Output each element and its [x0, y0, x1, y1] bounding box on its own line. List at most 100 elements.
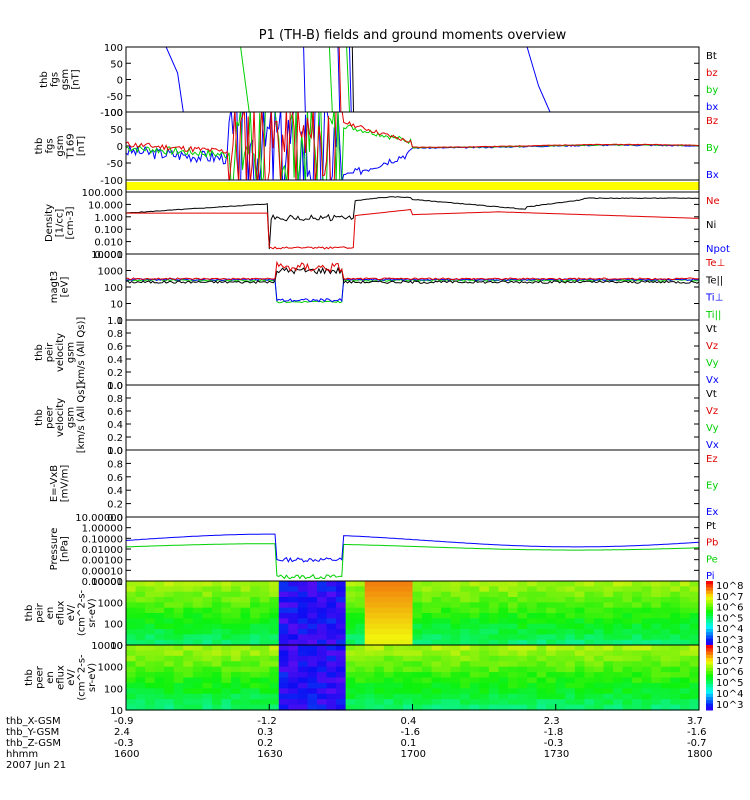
spec-cell [632, 655, 643, 662]
spec-cell [593, 666, 605, 673]
legend-Vz: Vz [706, 341, 718, 352]
spec-cell [641, 693, 652, 700]
ylabel-line: gsm [66, 407, 77, 428]
spec-cell [326, 699, 337, 706]
spec-cell [173, 650, 184, 657]
spec-cell [164, 618, 175, 625]
spec-cell [603, 602, 614, 609]
spec-cell [402, 682, 414, 689]
spec-cell [336, 704, 347, 711]
spec-cell [145, 661, 156, 668]
spec-cell [469, 586, 480, 593]
spec-cell [183, 629, 194, 635]
spec-cell [183, 682, 194, 689]
spec-cell [173, 661, 184, 668]
spec-cell [651, 613, 662, 619]
spec-cell [584, 699, 595, 706]
ytick-label: 0.0 [107, 381, 123, 392]
spec-cell [565, 677, 576, 684]
spec-cell [679, 639, 691, 646]
spec-cell [269, 661, 280, 668]
ytick-label: 0.8 [107, 394, 123, 405]
spec-cell [192, 666, 203, 673]
spec-cell [613, 597, 624, 603]
spec-cell [479, 602, 490, 609]
spec-cell [336, 602, 347, 609]
spec-cell [383, 650, 394, 657]
spec-cell [393, 581, 404, 587]
spec-cell [460, 597, 471, 603]
spec-cell [660, 650, 671, 657]
spec-cell [126, 693, 137, 700]
spec-cell [383, 677, 394, 684]
spec-cell [202, 666, 213, 673]
spec-cell [565, 634, 576, 641]
spec-cell [651, 634, 662, 641]
spec-cell [317, 602, 328, 609]
spec-cell [374, 661, 385, 668]
spec-cell [679, 704, 691, 711]
spec-cell [660, 634, 671, 641]
spec-cell [211, 591, 223, 598]
spec-cell [364, 682, 375, 689]
spec-cell [460, 666, 471, 673]
spec-cell [355, 677, 366, 684]
spec-cell [250, 602, 261, 609]
ytick-label: 0.01000 [82, 545, 123, 556]
spec-cell [441, 704, 452, 711]
spec-cell [517, 597, 528, 603]
ytick-label: 1.000 [94, 213, 123, 224]
spec-cell [603, 581, 614, 587]
spec-cell [450, 586, 461, 593]
spec-cell [460, 677, 471, 684]
panel-frame [125, 516, 700, 582]
spec-cell [259, 699, 270, 706]
spec-cell [488, 693, 500, 700]
spec-cell [135, 634, 146, 641]
spec-cell [345, 699, 356, 706]
spec-cell [584, 597, 595, 603]
spec-cell [202, 602, 213, 609]
spec-cell [660, 704, 671, 711]
spec-cell [317, 597, 328, 603]
spec-cell [154, 623, 165, 630]
spec-cell [679, 581, 691, 587]
spec-cell [517, 666, 528, 673]
spec-cell [402, 629, 414, 635]
ephem-value: -0.3 [543, 738, 564, 749]
spec-cell [469, 650, 480, 657]
spec-cell [603, 655, 614, 662]
spec-cell [164, 602, 175, 609]
spec-cell [355, 634, 366, 641]
spec-cell [126, 591, 137, 598]
spec-cell [632, 623, 643, 630]
spec-cell [326, 629, 337, 635]
spec-cell [269, 666, 280, 673]
spec-cell [651, 650, 662, 657]
spec-cell [240, 607, 251, 614]
spec-cell [613, 693, 624, 700]
spec-cell [345, 650, 356, 657]
spec-cell [345, 634, 356, 641]
spec-cell [145, 682, 156, 689]
spec-cell [412, 597, 423, 603]
spec-cell [211, 672, 223, 679]
spec-cell [278, 645, 289, 652]
spec-cell [460, 591, 471, 598]
spec-cell [192, 607, 203, 614]
spec-cell [278, 661, 289, 668]
spec-cell [164, 629, 175, 635]
spec-cell [192, 618, 203, 625]
spec-cell [393, 586, 404, 593]
spec-cell [527, 634, 538, 641]
ylabel-line: en [45, 607, 56, 620]
spec-cell [393, 672, 404, 679]
spec-cell [450, 693, 461, 700]
legend-Te||: Te|| [705, 275, 723, 286]
ytick-label: 0.00001 [82, 577, 123, 588]
spec-cell [584, 634, 595, 641]
legend-Pe: Pe [706, 554, 718, 565]
spec-cell [603, 677, 614, 684]
legend-Pi: Pi [706, 571, 715, 582]
spec-cell [517, 591, 528, 598]
